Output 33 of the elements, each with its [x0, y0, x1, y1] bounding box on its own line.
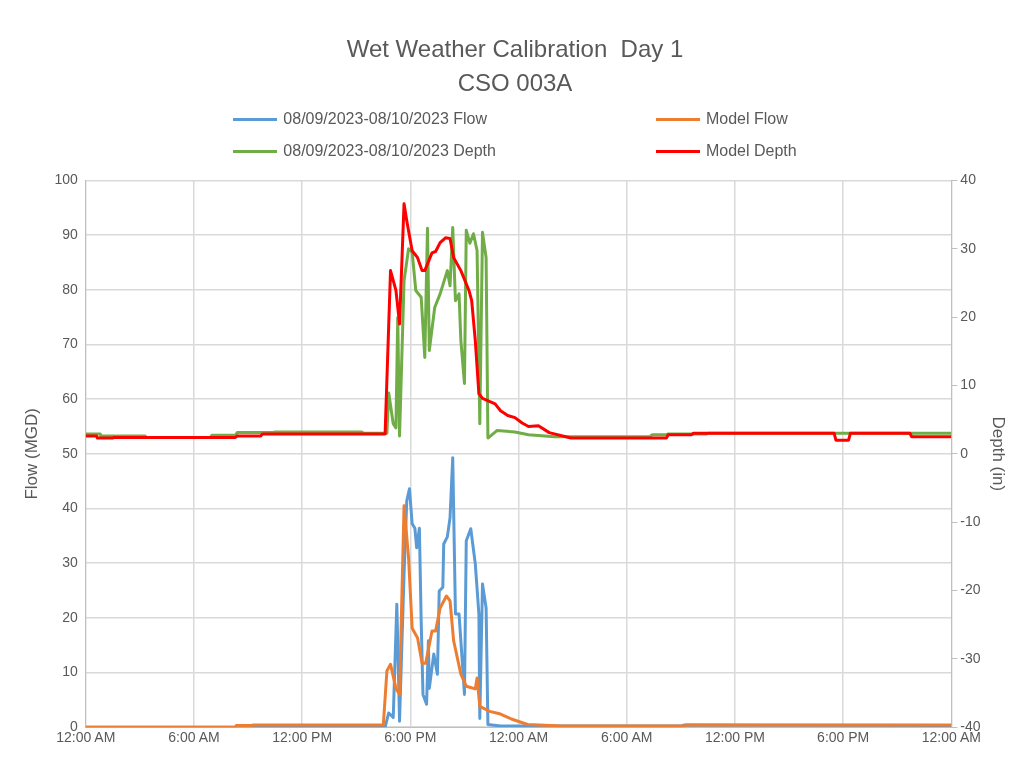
x-tick-label: 12:00 AM [488, 729, 549, 746]
legend-label: Model Flow [705, 110, 788, 128]
y-tick-label: 30 [62, 554, 78, 571]
y2-tick-label: 10 [960, 376, 977, 393]
y-tick-label: 70 [62, 335, 78, 352]
y-tick-label: 40 [62, 499, 78, 516]
y2-tick-label: -10 [960, 513, 981, 530]
y-tick-label: 20 [62, 608, 78, 625]
y-tick-label: 60 [62, 389, 78, 406]
y2-tick-label: 0 [960, 444, 969, 461]
y-tick-label: 10 [62, 663, 78, 680]
y2-tick-label: 30 [960, 239, 977, 256]
legend-label: 08/09/2023-08/10/2023 Depth [283, 142, 496, 160]
y-tick-label: 50 [62, 444, 78, 461]
chart-subtitle: CSO 003A [456, 68, 574, 98]
chart-title: Wet Weather Calibration Day 1 [345, 34, 685, 64]
x-tick-label: 6:00 PM [817, 729, 870, 746]
y2-tick-label: -30 [960, 649, 981, 666]
x-tick-label: 12:00 PM [272, 729, 333, 746]
y-tick-label: 100 [54, 171, 78, 188]
legend-label: 08/09/2023-08/10/2023 Flow [283, 110, 488, 128]
x-tick-label: 6:00 PM [384, 729, 437, 746]
x-tick-label: 6:00 AM [168, 729, 220, 746]
y2-tick-label: 40 [960, 171, 977, 188]
y2-axis-title: Depth (in) [989, 416, 1009, 492]
y-tick-label: 90 [62, 225, 78, 242]
y2-tick-label: 20 [960, 307, 977, 324]
x-tick-label: 12:00 PM [705, 729, 765, 746]
x-tick-label: 6:00 AM [601, 729, 653, 746]
legend-label: Model Depth [705, 142, 797, 160]
y-axis-title: Flow (MGD) [21, 408, 41, 500]
y-tick-label: 80 [62, 280, 78, 297]
y2-tick-label: -20 [960, 581, 981, 598]
